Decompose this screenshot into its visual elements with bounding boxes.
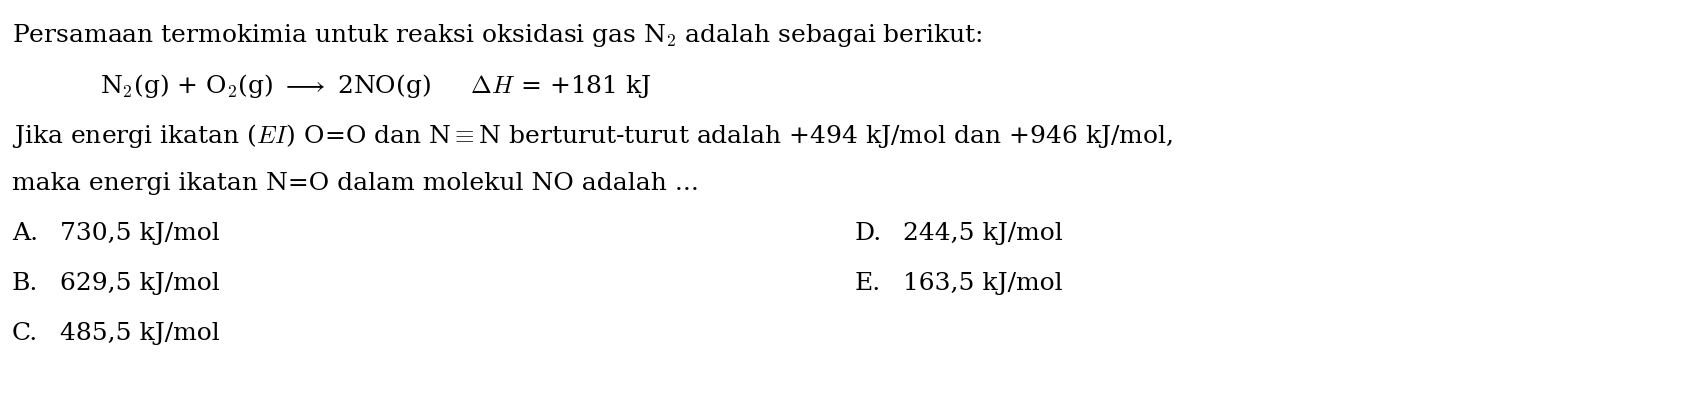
Text: 163,5 kJ/mol: 163,5 kJ/mol — [904, 272, 1062, 295]
Text: Persamaan termokimia untuk reaksi oksidasi gas N$_2$ adalah sebagai berikut:: Persamaan termokimia untuk reaksi oksida… — [12, 22, 983, 49]
Text: Jika energi ikatan ($\mathit{EI}$) O=O dan N$\equiv$N berturut-turut adalah +494: Jika energi ikatan ($\mathit{EI}$) O=O d… — [12, 122, 1174, 150]
Text: 730,5 kJ/mol: 730,5 kJ/mol — [61, 222, 220, 245]
Text: 629,5 kJ/mol: 629,5 kJ/mol — [61, 272, 220, 295]
Text: E.: E. — [855, 272, 882, 295]
Text: 485,5 kJ/mol: 485,5 kJ/mol — [61, 322, 220, 345]
Text: B.: B. — [12, 272, 39, 295]
Text: 244,5 kJ/mol: 244,5 kJ/mol — [904, 222, 1062, 245]
Text: A.: A. — [12, 222, 39, 245]
Text: D.: D. — [855, 222, 882, 245]
Text: C.: C. — [12, 322, 39, 345]
Text: maka energi ikatan N=O dalam molekul NO adalah ...: maka energi ikatan N=O dalam molekul NO … — [12, 172, 699, 195]
Text: N$_2$(g) + O$_2$(g) $\longrightarrow$ 2NO(g)     $\Delta \mathit{H}$ = +181 kJ: N$_2$(g) + O$_2$(g) $\longrightarrow$ 2N… — [100, 72, 652, 100]
